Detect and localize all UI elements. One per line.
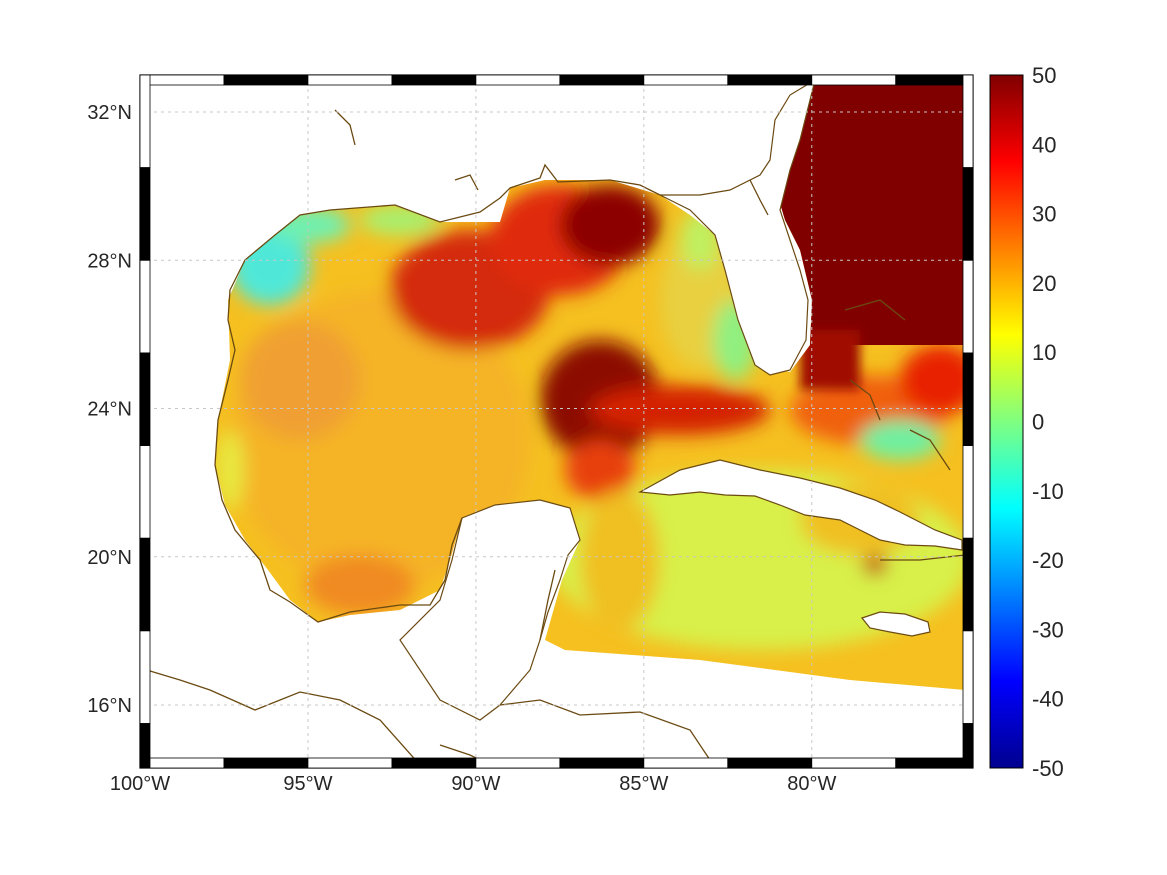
frame-segment	[139, 74, 225, 86]
frame-segment	[139, 74, 151, 169]
frame-segment	[895, 74, 974, 86]
frame-segment	[307, 757, 393, 769]
frame-segment	[962, 630, 974, 724]
colorbar-tick-label: -40	[1032, 687, 1064, 712]
frame-segment	[559, 74, 645, 86]
frame-segment	[962, 445, 974, 539]
colorbar-tick-label: 20	[1032, 271, 1056, 296]
colorbar-tick-label: 10	[1032, 340, 1056, 365]
lat-tick-label: 24°N	[87, 399, 132, 421]
lon-tick-label: 85°W	[619, 773, 668, 795]
frame-segment	[962, 352, 974, 446]
frame-segment	[727, 757, 813, 769]
colorbar-tick-label: 50	[1032, 63, 1056, 88]
lat-tick-label: 20°N	[87, 547, 132, 569]
colorbar-tick-label: -50	[1032, 756, 1064, 781]
frame-segment	[559, 757, 645, 769]
colorbar	[989, 74, 1024, 769]
frame-segment	[962, 259, 974, 354]
frame-segment	[643, 757, 729, 769]
frame-segment	[139, 537, 151, 632]
colorbar-tick-label: 30	[1032, 202, 1056, 227]
frame-segment	[139, 757, 225, 769]
frame-segment	[475, 757, 561, 769]
colorbar-tick-label: 0	[1032, 410, 1044, 435]
frame-segment	[139, 352, 151, 446]
frame-segment	[475, 74, 561, 86]
colorbar-tick-label: -20	[1032, 548, 1064, 573]
frame-segment	[962, 537, 974, 632]
colorbar-labels: 50 40 30 20 10 0 -10 -20 -30 -40 -50	[1032, 63, 1064, 781]
lat-tick-label: 32°N	[87, 102, 132, 124]
latitude-labels: 32°N 28°N 24°N 20°N 16°N	[87, 102, 132, 717]
colorbar-tick-label: -30	[1032, 617, 1064, 642]
lat-tick-label: 16°N	[87, 695, 132, 717]
frame-segment	[391, 74, 477, 86]
frame-segment	[962, 167, 974, 261]
frame-segment	[391, 757, 477, 769]
coastline	[139, 109, 966, 766]
colorbar-tick-label: 40	[1032, 132, 1056, 157]
frame-segment	[727, 74, 813, 86]
frame-segment	[223, 74, 309, 86]
anomaly-field	[215, 85, 965, 690]
frame-segment	[811, 74, 897, 86]
colorbar-tick-label: -10	[1032, 479, 1064, 504]
frame-segment	[139, 167, 151, 261]
frame-segment	[643, 74, 729, 86]
gridlines	[139, 75, 973, 768]
lon-tick-label: 95°W	[283, 773, 332, 795]
frame-segment	[139, 445, 151, 539]
frame-segment	[139, 630, 151, 724]
lon-tick-label: 80°W	[787, 773, 836, 795]
frame-segment	[223, 757, 309, 769]
frame-segment	[139, 723, 151, 769]
lon-tick-label: 100°W	[110, 773, 170, 795]
frame-segment	[307, 74, 393, 86]
frame-segment	[895, 757, 974, 769]
frame-segment	[139, 259, 151, 354]
longitude-labels: 100°W 95°W 90°W 85°W 80°W	[110, 773, 837, 795]
frame-segment	[962, 723, 974, 769]
lon-tick-label: 90°W	[451, 773, 500, 795]
land-mask	[399, 78, 963, 721]
lat-tick-label: 28°N	[87, 250, 132, 272]
frame-border	[139, 74, 974, 769]
frame-segment	[962, 74, 974, 169]
frame-segment	[811, 757, 897, 769]
